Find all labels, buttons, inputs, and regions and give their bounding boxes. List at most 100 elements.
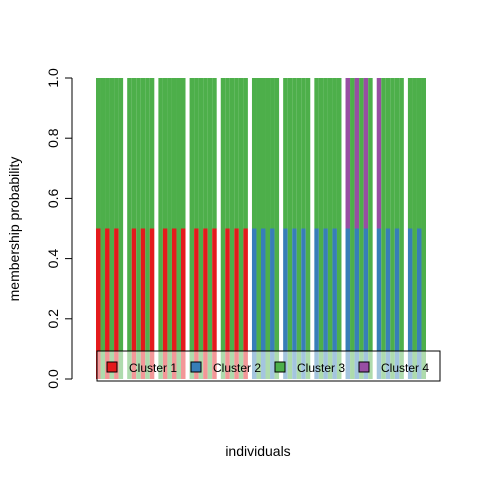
bar-segment: [194, 78, 199, 229]
bar-segment: [283, 78, 288, 229]
bar-segment: [243, 78, 248, 229]
legend-swatch: [106, 361, 118, 373]
bar-segment: [105, 228, 110, 379]
bar-segment: [180, 78, 186, 229]
legend-label: Cluster 3: [297, 361, 345, 375]
bar-segment: [203, 78, 208, 229]
bar-segment: [412, 78, 417, 379]
bar-segment: [212, 78, 217, 229]
bar-segment: [243, 228, 248, 379]
bar-segment: [105, 78, 110, 229]
bar-segment: [109, 78, 115, 379]
bar-segment: [225, 228, 230, 379]
bar-segment: [327, 78, 333, 379]
bar-segment: [127, 78, 132, 379]
bar-segment: [394, 78, 400, 229]
bar-segment: [212, 228, 217, 379]
bar-segment: [203, 228, 208, 379]
bar-segment: [350, 78, 355, 379]
bar-segment: [381, 78, 386, 379]
bar-segment: [407, 78, 413, 229]
bar-segment: [274, 78, 280, 379]
bar-segment: [345, 228, 351, 379]
bar-segment: [261, 228, 266, 379]
bar-segment: [251, 78, 257, 229]
bar-segment: [368, 78, 373, 379]
legend-swatch: [190, 361, 202, 373]
bar-segment: [323, 228, 328, 379]
bar-segment: [220, 78, 226, 379]
bar-segment: [385, 78, 391, 229]
bar-segment: [376, 78, 382, 229]
bar-segment: [314, 228, 319, 379]
bar-segment: [416, 228, 422, 379]
bar-segment: [292, 78, 297, 229]
bar-segment: [305, 78, 311, 379]
bar-segment: [162, 228, 168, 379]
bar-segment: [251, 228, 257, 379]
bar-segment: [301, 228, 306, 379]
bar-segment: [234, 228, 239, 379]
legend-swatch: [274, 361, 286, 373]
bar-segment: [287, 78, 293, 379]
bar-segment: [283, 228, 288, 379]
bar-segment: [265, 78, 271, 379]
legend-label: Cluster 2: [213, 361, 261, 375]
legend: Cluster 1 Cluster 2 Cluster 3 Cluster 4: [96, 350, 441, 382]
y-axis-title: membership probability: [6, 157, 22, 302]
bar-segment: [225, 78, 230, 229]
bar-segment: [114, 78, 119, 229]
bar-segment: [131, 228, 137, 379]
bar-segment: [296, 78, 302, 379]
bar-segment: [176, 78, 181, 379]
bar-segment: [394, 228, 400, 379]
bar-segment: [390, 78, 395, 379]
bar-segment: [140, 228, 146, 379]
y-tick-label: 0.6: [45, 188, 61, 208]
bar-segment: [301, 78, 306, 229]
bar-segment: [162, 78, 168, 229]
bar-segment: [332, 228, 337, 379]
bar-segment: [354, 228, 360, 379]
bar-area: [96, 78, 426, 379]
y-tick-label: 0.8: [45, 128, 61, 148]
bar-segment: [234, 78, 239, 229]
bar-segment: [167, 78, 172, 379]
bar-segment: [323, 78, 328, 229]
bar-segment: [416, 78, 422, 229]
bar-segment: [96, 78, 101, 229]
y-tick-label: 0.4: [45, 249, 61, 269]
bar-segment: [354, 78, 360, 229]
bar-segment: [229, 78, 235, 379]
bar-segment: [100, 78, 106, 379]
bar-segment: [207, 78, 213, 379]
bar-segment: [238, 78, 244, 379]
bar-segment: [314, 78, 319, 229]
bar-segment: [194, 228, 199, 379]
bar-segment: [171, 78, 177, 229]
bar-segment: [158, 78, 163, 379]
bar-segment: [140, 78, 146, 229]
y-tick-label: 0.0: [45, 369, 61, 389]
bar-segment: [261, 78, 266, 229]
bar-segment: [145, 78, 150, 379]
bar-segment: [149, 228, 155, 379]
bar-segment: [399, 78, 404, 379]
y-tick-label: 1.0: [45, 68, 61, 88]
bar-segment: [189, 78, 195, 379]
y-tick-label: 0.2: [45, 309, 61, 329]
bar-segment: [385, 228, 391, 379]
bar-segment: [114, 228, 119, 379]
bar-segment: [332, 78, 337, 229]
bar-segment: [270, 228, 275, 379]
bar-segment: [131, 78, 137, 229]
bar-segment: [292, 228, 297, 379]
bar-segment: [270, 78, 275, 229]
x-axis-title: individuals: [225, 443, 290, 459]
bar-segment: [359, 78, 364, 379]
bar-segment: [256, 78, 261, 379]
legend-label: Cluster 1: [129, 361, 177, 375]
bar-segment: [376, 228, 382, 379]
bar-segment: [136, 78, 141, 379]
